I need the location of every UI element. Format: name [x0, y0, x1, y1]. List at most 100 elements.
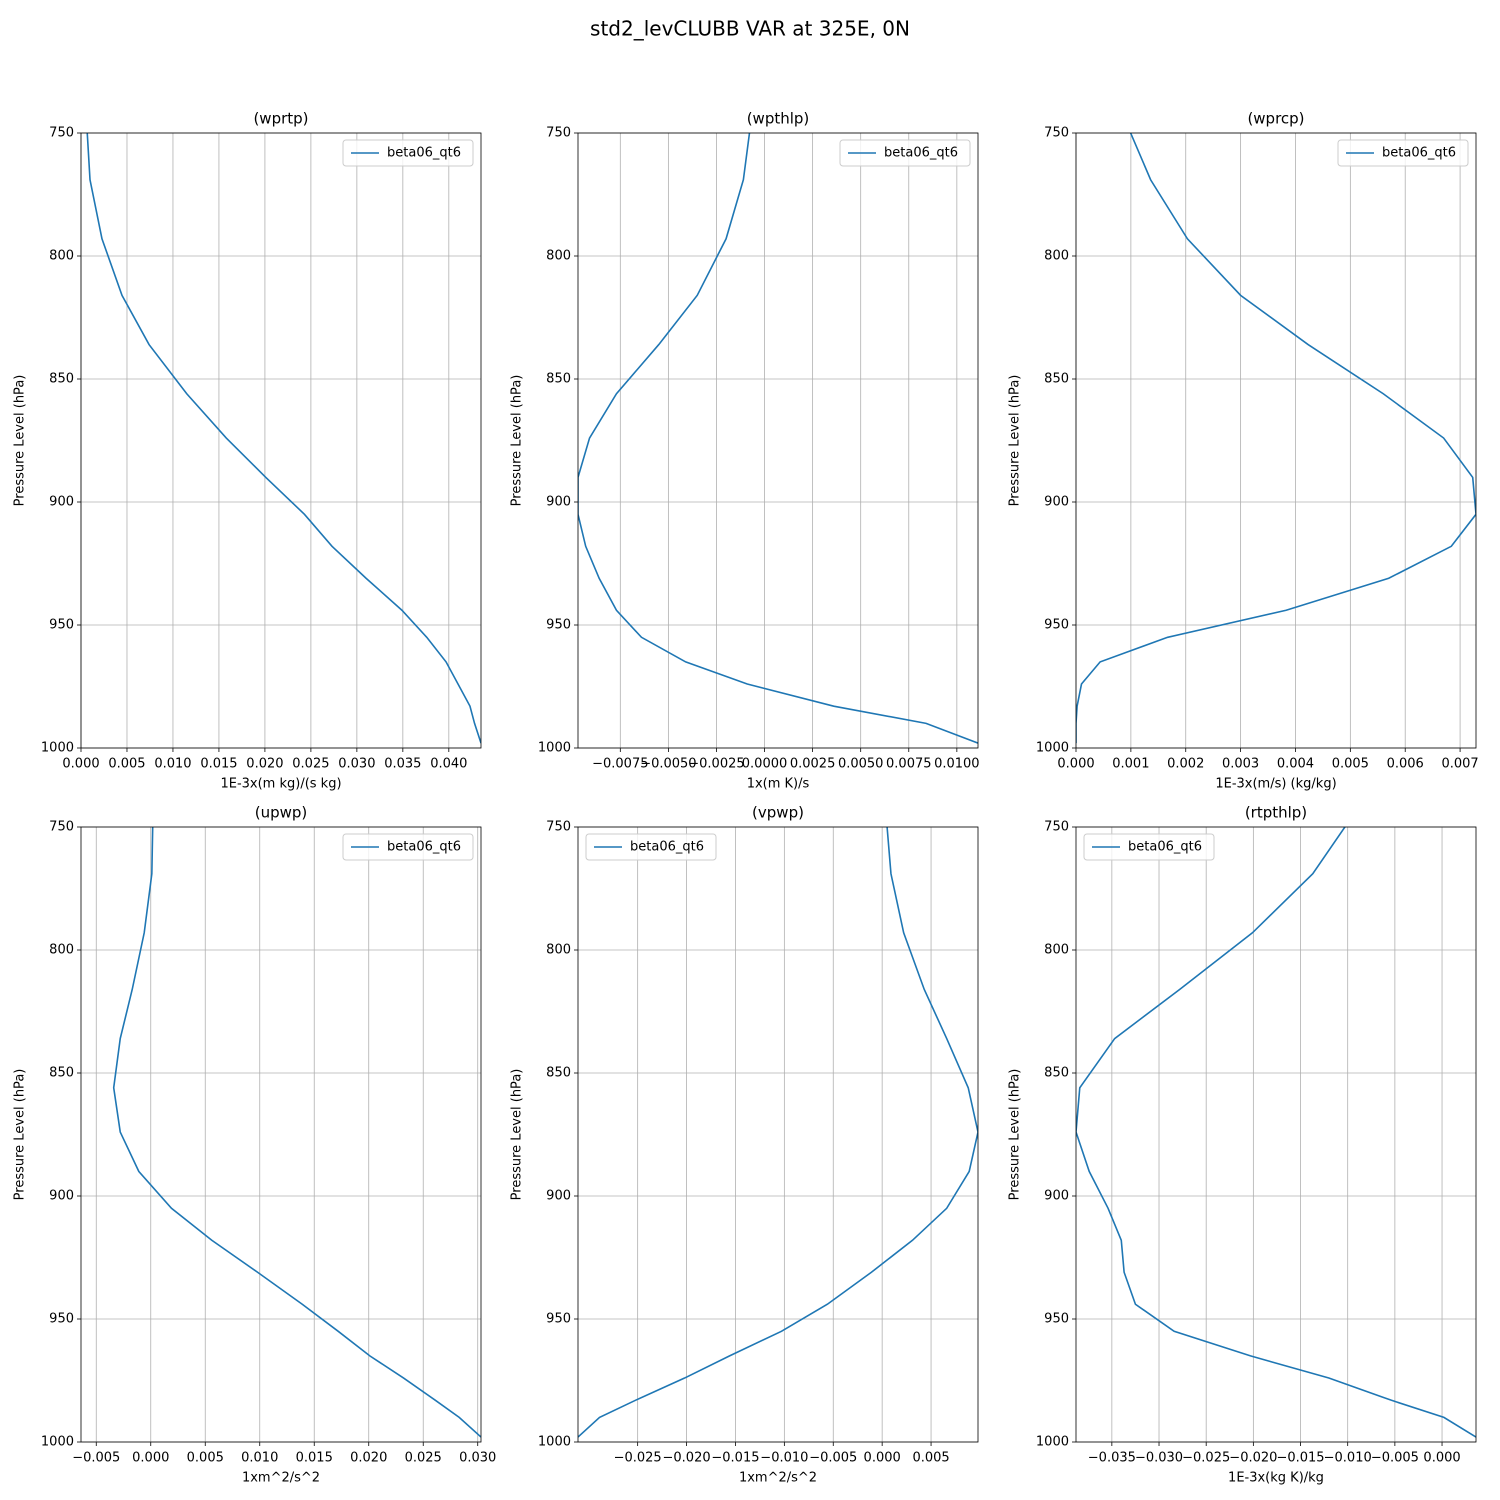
x-tick-label: −0.020: [663, 1451, 711, 1466]
x-tick-label: −0.025: [1182, 1451, 1230, 1466]
axes-title: (upwp): [255, 804, 308, 822]
y-tick-label: 850: [1044, 1066, 1069, 1081]
axes-frame: [577, 132, 979, 749]
x-axis-label: 1x(m K)/s: [747, 777, 810, 792]
legend-label: beta06_qt6: [1128, 840, 1202, 855]
x-tick-label: −0.030: [1135, 1451, 1183, 1466]
y-tick-label: 800: [49, 943, 74, 958]
x-tick-label: −0.005: [809, 1451, 857, 1466]
y-tick-label: 950: [49, 1312, 74, 1327]
axes-title: (rtpthlp): [1245, 804, 1307, 822]
x-tick-label: 0.000: [1423, 1451, 1460, 1466]
x-tick-label: 0.0025: [790, 757, 836, 772]
data-line: [578, 827, 978, 1438]
axes-title: (wprcp): [1247, 110, 1304, 128]
legend: beta06_qt6: [839, 139, 971, 167]
y-tick-label: 750: [546, 820, 571, 835]
data-line: [578, 133, 978, 744]
legend-box: [585, 833, 717, 861]
data-line: [86, 133, 481, 744]
y-tick-label: 950: [1044, 618, 1069, 633]
y-axis-label: Pressure Level (hPa): [510, 375, 525, 507]
axes-frame: [1075, 132, 1477, 749]
legend: beta06_qt6: [1337, 139, 1469, 167]
y-tick-label: 750: [49, 820, 74, 835]
x-tick-label: 0.001: [1112, 757, 1149, 772]
x-tick-label: 0.005: [108, 757, 145, 772]
legend-box: [342, 139, 474, 167]
axes-frame: [1075, 826, 1477, 1443]
y-tick-label: 950: [546, 1312, 571, 1327]
x-axis-label: 1xm^2/s^2: [739, 1471, 817, 1486]
x-tick-label: −0.0025: [688, 757, 744, 772]
y-tick-label: 850: [1044, 372, 1069, 387]
y-tick-label: 900: [49, 1189, 74, 1204]
x-tick-label: −0.010: [1324, 1451, 1372, 1466]
x-tick-label: −0.010: [760, 1451, 808, 1466]
y-tick-label: 900: [49, 495, 74, 510]
legend: beta06_qt6: [342, 139, 474, 167]
y-tick-label: 950: [1044, 1312, 1069, 1327]
x-tick-label: −0.0050: [640, 757, 696, 772]
axes-title: (wpthlp): [747, 110, 810, 128]
y-axis-label: Pressure Level (hPa): [510, 1069, 525, 1201]
x-tick-label: 0.000: [1057, 757, 1094, 772]
y-tick-label: 800: [1044, 943, 1069, 958]
y-tick-label: 850: [546, 1066, 571, 1081]
x-tick-label: 0.000: [864, 1451, 901, 1466]
x-tick-label: −0.025: [614, 1451, 662, 1466]
y-tick-label: 950: [546, 618, 571, 633]
legend-label: beta06_qt6: [387, 840, 461, 855]
y-tick-label: 1000: [1036, 741, 1069, 756]
legend-label: beta06_qt6: [884, 146, 958, 161]
data-line: [1076, 133, 1476, 744]
x-tick-label: 0.0000: [742, 757, 788, 772]
legend: beta06_qt6: [342, 833, 474, 861]
x-tick-label: 0.015: [200, 757, 237, 772]
y-tick-label: 800: [546, 943, 571, 958]
y-tick-label: 900: [546, 495, 571, 510]
x-axis-label: 1E-3x(kg K)/kg: [1228, 1471, 1324, 1486]
x-tick-label: 0.020: [246, 757, 283, 772]
legend-box: [342, 833, 474, 861]
x-tick-label: 0.000: [62, 757, 99, 772]
y-tick-label: 750: [546, 126, 571, 141]
axes-title: (wprtp): [253, 110, 308, 128]
legend: beta06_qt6: [1083, 833, 1215, 861]
legend-label: beta06_qt6: [387, 146, 461, 161]
x-tick-label: 0.005: [187, 1451, 224, 1466]
y-tick-label: 900: [1044, 1189, 1069, 1204]
y-tick-label: 750: [1044, 820, 1069, 835]
y-tick-label: 850: [49, 1066, 74, 1081]
x-tick-label: 0.007: [1441, 757, 1478, 772]
y-axis-label: Pressure Level (hPa): [1008, 375, 1023, 507]
x-tick-label: 0.0075: [886, 757, 932, 772]
x-tick-label: 0.015: [296, 1451, 333, 1466]
figure-title: std2_levCLUBB VAR at 325E, 0N: [590, 17, 910, 41]
x-tick-label: 0.005: [912, 1451, 949, 1466]
x-tick-label: −0.015: [1276, 1451, 1324, 1466]
y-tick-label: 900: [546, 1189, 571, 1204]
y-axis-label: Pressure Level (hPa): [13, 1069, 28, 1201]
axes-frame: [577, 826, 979, 1443]
x-tick-label: 0.002: [1167, 757, 1204, 772]
x-tick-label: 0.0100: [934, 757, 980, 772]
data-line: [112, 827, 481, 1438]
y-tick-label: 750: [49, 126, 74, 141]
x-tick-label: 0.006: [1387, 757, 1424, 772]
y-tick-label: 1000: [538, 741, 571, 756]
x-axis-label: 1E-3x(m kg)/(s kg): [220, 777, 341, 792]
y-tick-label: 850: [49, 372, 74, 387]
y-tick-label: 1000: [41, 741, 74, 756]
legend-box: [839, 139, 971, 167]
x-tick-label: 0.040: [430, 757, 467, 772]
x-tick-label: 0.004: [1277, 757, 1314, 772]
y-tick-label: 950: [49, 618, 74, 633]
axes-title: (vpwp): [752, 804, 804, 822]
legend: beta06_qt6: [585, 833, 717, 861]
legend-label: beta06_qt6: [1382, 146, 1456, 161]
y-tick-label: 1000: [41, 1435, 74, 1450]
y-tick-label: 800: [49, 249, 74, 264]
